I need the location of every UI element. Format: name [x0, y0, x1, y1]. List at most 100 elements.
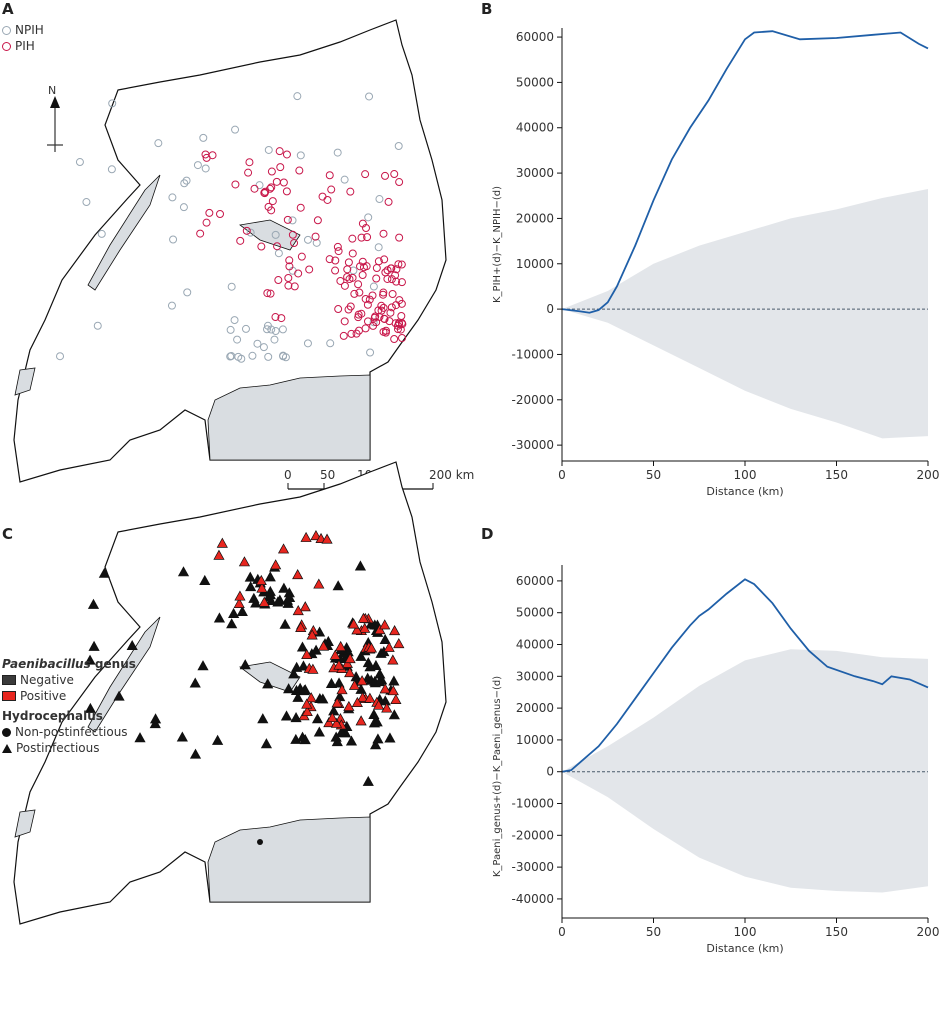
postinfectious-negative-marker: [290, 712, 302, 723]
pih-marker: [340, 281, 349, 290]
negative-swatch-icon: [2, 675, 16, 685]
pih-marker: [362, 223, 371, 232]
npih-marker: [226, 325, 235, 334]
npih-marker: [364, 213, 373, 222]
pih-marker: [396, 325, 405, 334]
scale-tick-label: 50: [320, 468, 335, 482]
npih-marker: [263, 325, 272, 334]
npih-marker: [264, 352, 273, 361]
npih-marker: [182, 176, 191, 185]
postinfectious-positive-marker: [256, 582, 268, 593]
postinfectious-negative-marker: [244, 571, 256, 582]
legend-label: Negative: [20, 673, 74, 687]
pih-marker: [325, 171, 334, 180]
pih-marker: [272, 177, 281, 186]
pih-marker: [250, 184, 259, 193]
postinfectious-negative-marker: [296, 641, 309, 652]
legend-item-nonpostinfectious: Non-postinfectious: [2, 724, 136, 740]
postinfectious-positive-marker: [292, 569, 304, 580]
x-axis-label: Distance (km): [706, 485, 783, 498]
lake-victoria: [207, 374, 371, 461]
pih-marker: [390, 170, 399, 179]
postinfectious-positive-marker: [351, 696, 363, 707]
pih-marker: [348, 234, 357, 243]
pih-marker: [348, 273, 357, 282]
postinfectious-positive-marker: [356, 675, 368, 686]
pih-marker: [348, 249, 357, 258]
postinfectious-positive-marker: [381, 702, 393, 713]
npih-marker: [271, 327, 280, 336]
x-tick-label: 50: [646, 468, 661, 482]
postinfectious-negative-marker: [294, 682, 306, 693]
pih-marker: [381, 171, 390, 180]
y-axis-label: K_PIH+(d)−K_NPIH−(d): [492, 186, 503, 303]
npih-marker: [369, 282, 378, 291]
panel-label-c: C: [2, 525, 14, 543]
postinfectious-negative-marker: [364, 661, 376, 672]
legend-label: Non-postinfectious: [15, 725, 128, 739]
postinfectious-negative-marker: [264, 571, 276, 582]
y-tick-label: -20000: [511, 393, 554, 407]
pih-marker: [379, 229, 388, 238]
postinfectious-positive-marker: [355, 715, 367, 726]
postinfectious-negative-marker: [372, 733, 384, 744]
legend-item-postinfectious: Postinfectious: [2, 740, 136, 756]
x-tick-label: 50: [646, 925, 661, 939]
postinfectious-negative-marker: [278, 582, 290, 593]
panel-label-b: B: [481, 0, 493, 18]
pih-marker: [370, 313, 379, 322]
postinfectious-negative-marker: [177, 566, 190, 577]
postinfectious-negative-marker: [333, 677, 345, 688]
npih-marker: [75, 158, 84, 167]
npih-marker: [333, 148, 342, 157]
pih-marker: [395, 178, 404, 187]
pih-marker: [285, 256, 294, 265]
x-axis-label: Distance (km): [706, 942, 783, 955]
postinfectious-positive-marker: [364, 692, 376, 703]
npih-marker: [93, 321, 102, 330]
postinfectious-positive-marker: [213, 549, 225, 560]
pih-marker: [290, 282, 299, 291]
pih-marker: [350, 289, 359, 298]
pih-marker: [356, 262, 365, 271]
npih-marker: [264, 145, 273, 154]
pih-marker: [354, 280, 363, 289]
lake-victoria: [207, 816, 371, 903]
postinfectious-positive-marker: [233, 597, 245, 608]
postinfectious-positive-marker: [351, 624, 363, 635]
postinfectious-negative-marker: [292, 691, 304, 702]
pih-marker: [347, 329, 356, 338]
npih-marker: [246, 228, 255, 237]
npih-marker: [183, 288, 192, 297]
pih-marker: [361, 170, 370, 179]
legend-label: PIH: [15, 39, 35, 53]
y-tick-label: -10000: [511, 347, 554, 361]
npih-marker: [366, 348, 375, 357]
pih-marker: [359, 263, 368, 272]
pih-marker: [395, 320, 404, 329]
pih-marker: [334, 305, 343, 314]
npih-marker: [374, 243, 383, 252]
lake-albert: [87, 616, 161, 733]
npih-marker: [293, 92, 302, 101]
postinfectious-negative-marker: [88, 640, 100, 651]
postinfectious-positive-marker: [277, 543, 290, 554]
legend-title-hydro: Hydrocephalus: [2, 709, 103, 723]
y-tick-label: 50000: [516, 75, 554, 89]
pih-marker: [368, 291, 377, 300]
npih-marker: [394, 142, 403, 151]
simulation-envelope: [562, 649, 928, 893]
postinfectious-negative-marker: [330, 731, 342, 742]
postinfectious-negative-marker: [272, 596, 284, 607]
npih-marker: [97, 229, 106, 238]
pih-marker: [346, 302, 355, 311]
pih-marker: [231, 180, 240, 189]
pih-marker: [333, 242, 342, 251]
npih-marker: [270, 335, 279, 344]
postinfectious-positive-marker: [234, 590, 246, 601]
legend-item-npih: NPIH: [2, 22, 44, 38]
npih-marker: [193, 161, 202, 170]
legend-title-rest: genus: [90, 657, 136, 671]
pih-marker: [384, 197, 393, 206]
